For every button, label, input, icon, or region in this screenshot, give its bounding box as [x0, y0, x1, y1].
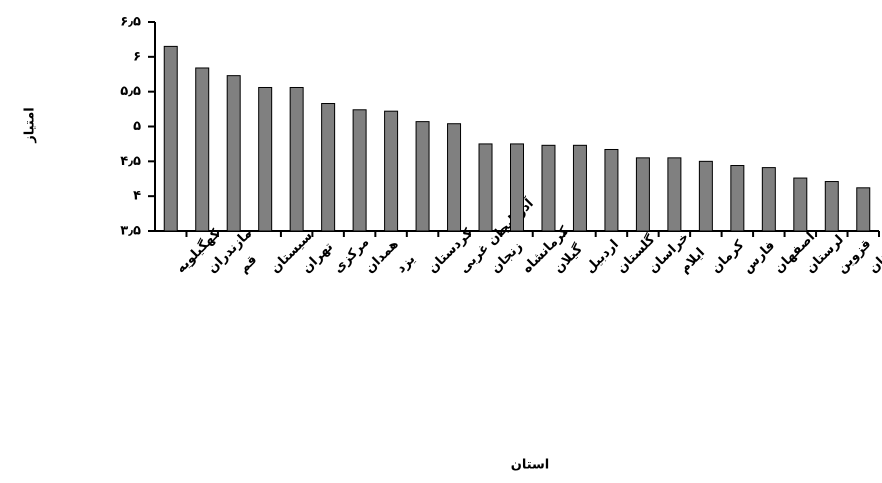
x-tick-label: قم [236, 252, 260, 276]
bar [730, 165, 745, 232]
y-tick-label: ۵٫۵ [120, 84, 141, 99]
bar [698, 160, 713, 232]
y-axis-label: امتیاز [23, 107, 38, 143]
bar [510, 143, 524, 232]
bar [793, 177, 808, 232]
y-tick-label: ۶٫۵ [120, 15, 141, 30]
bar [195, 67, 210, 232]
x-tick-label: اردبیل [583, 237, 622, 276]
bar [667, 157, 682, 232]
bar [352, 109, 367, 232]
bar [258, 86, 273, 232]
bar [226, 75, 241, 232]
y-tick-label: ۴٫۵ [120, 154, 141, 169]
bar [447, 123, 462, 232]
x-tick-label: فارس [740, 238, 778, 276]
bar [321, 103, 336, 232]
y-tick-label: ۴ [133, 189, 141, 204]
bar [856, 187, 871, 232]
y-tick-label: ۶ [133, 49, 141, 64]
bar [635, 157, 650, 232]
x-tick-label: کرمان [709, 237, 748, 276]
y-tick-label: ۵ [133, 119, 141, 134]
x-axis-label: استان [511, 458, 550, 473]
bar [384, 110, 399, 232]
y-tick-label: ۳٫۵ [120, 224, 141, 239]
bar [415, 121, 430, 232]
bar [824, 181, 839, 232]
bar [761, 167, 776, 232]
bar [289, 86, 304, 232]
bar [604, 148, 619, 232]
bar [541, 144, 556, 232]
bar [163, 45, 178, 232]
bar [478, 143, 493, 232]
x-tick-label: یزد [394, 252, 418, 276]
bar [572, 144, 587, 232]
